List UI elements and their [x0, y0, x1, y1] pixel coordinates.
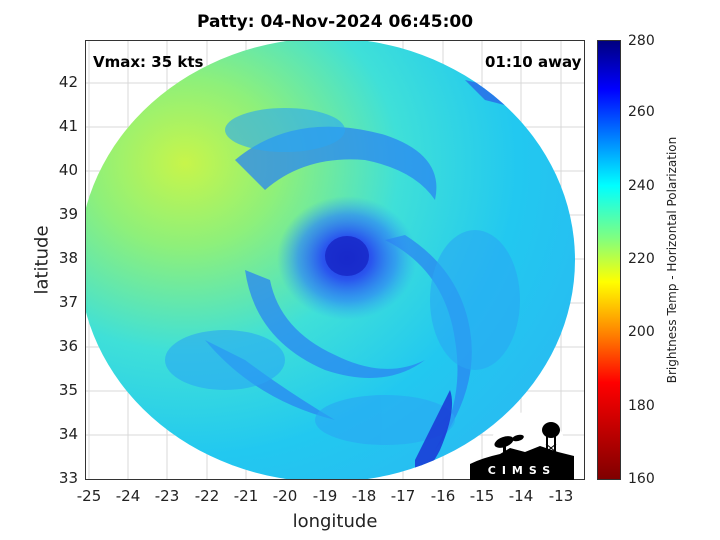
cimss-logo-graphic — [470, 412, 574, 488]
x-axis-label: longitude — [292, 511, 378, 532]
x-tick-label: -24 — [115, 487, 141, 505]
x-tick-label: -19 — [312, 487, 338, 505]
y-tick-label: 40 — [58, 161, 78, 179]
x-tick-label: -17 — [390, 487, 416, 505]
colorbar-tick-label: 180 — [628, 398, 655, 414]
cimss-logo-text: CIMSS — [487, 464, 557, 477]
x-tick-label: -16 — [430, 487, 456, 505]
cimss-logo: CIMSS — [470, 408, 574, 488]
colorbar — [597, 40, 621, 480]
colorbar-tick-label: 220 — [628, 251, 655, 267]
x-tick-label: -15 — [469, 487, 495, 505]
y-tick-label: 41 — [58, 117, 78, 135]
y-tick-label: 33 — [58, 469, 78, 487]
colorbar-tick-label: 240 — [628, 178, 655, 194]
y-tick-label: 37 — [58, 293, 78, 311]
y-tick-label: 39 — [58, 205, 78, 223]
x-tick-label: -13 — [548, 487, 574, 505]
y-axis-label: latitude — [31, 225, 53, 295]
x-tick-label: -25 — [76, 487, 102, 505]
x-tick-label: -22 — [194, 487, 220, 505]
y-tick-label: 36 — [58, 337, 78, 355]
x-tick-label: -21 — [233, 487, 259, 505]
microwave-swath — [85, 40, 575, 480]
time-away-label: 01:10 away — [485, 53, 582, 71]
y-tick-label: 34 — [58, 425, 78, 443]
y-tick-label: 35 — [58, 381, 78, 399]
y-tick-label: 42 — [58, 73, 78, 91]
colorbar-tick-label: 160 — [628, 471, 655, 487]
x-tick-label: -23 — [154, 487, 180, 505]
vmax-label: Vmax: 35 kts — [93, 53, 204, 71]
x-tick-label: -14 — [508, 487, 534, 505]
x-tick-label: -20 — [272, 487, 298, 505]
colorbar-tick-label: 200 — [628, 324, 655, 340]
satellite-image-plot — [85, 40, 585, 480]
x-tick-label: -18 — [351, 487, 377, 505]
colorbar-tick-label: 280 — [628, 33, 655, 49]
y-tick-label: 38 — [58, 249, 78, 267]
colorbar-label: Brightness Temp - Horizontal Polarizatio… — [665, 136, 679, 384]
colorbar-tick-label: 260 — [628, 104, 655, 120]
brightness-temp-map — [85, 40, 585, 480]
figure-title: Patty: 04-Nov-2024 06:45:00 — [196, 12, 474, 32]
